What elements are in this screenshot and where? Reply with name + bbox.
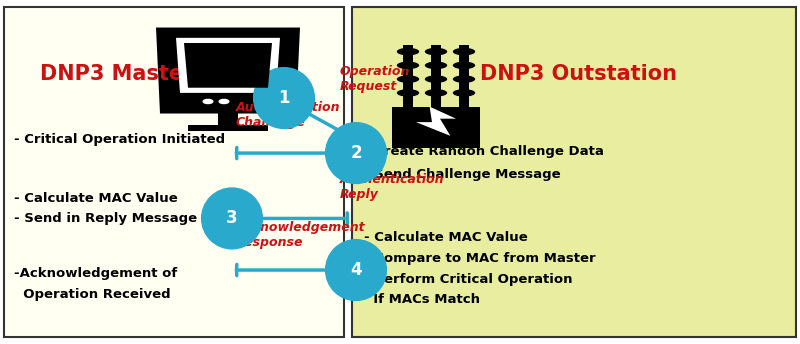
Ellipse shape <box>397 62 419 69</box>
Text: - Perform Critical Operation: - Perform Critical Operation <box>364 272 573 286</box>
Text: Authentication
Challenge: Authentication Challenge <box>236 101 341 129</box>
Text: Operation
Request: Operation Request <box>340 65 410 93</box>
Bar <box>218 112 238 127</box>
Ellipse shape <box>453 48 475 55</box>
Ellipse shape <box>397 89 419 97</box>
Text: - Compare to MAC from Master: - Compare to MAC from Master <box>364 252 596 265</box>
Circle shape <box>203 99 213 104</box>
Ellipse shape <box>425 89 447 97</box>
Ellipse shape <box>326 123 386 183</box>
Bar <box>352 7 796 337</box>
Text: 1: 1 <box>278 89 290 107</box>
Circle shape <box>219 99 229 104</box>
Ellipse shape <box>453 62 475 69</box>
Text: 2: 2 <box>350 144 362 162</box>
Text: If MACs Match: If MACs Match <box>364 293 480 306</box>
Text: 4: 4 <box>350 261 362 279</box>
Bar <box>431 45 441 107</box>
Bar <box>459 45 469 107</box>
Text: - Calculate MAC Value: - Calculate MAC Value <box>14 192 178 205</box>
Polygon shape <box>416 107 456 136</box>
Bar <box>4 7 344 337</box>
Ellipse shape <box>425 48 447 55</box>
Polygon shape <box>184 43 272 88</box>
Text: - Send Challenge Message: - Send Challenge Message <box>364 168 561 181</box>
Text: 3: 3 <box>226 209 238 227</box>
Text: -Acknowledgement of: -Acknowledgement of <box>14 267 178 280</box>
Ellipse shape <box>326 240 386 300</box>
Ellipse shape <box>397 48 419 55</box>
Text: Authentication
Reply: Authentication Reply <box>340 173 445 201</box>
Ellipse shape <box>202 188 262 249</box>
Ellipse shape <box>425 75 447 83</box>
Text: DNP3 Outstation: DNP3 Outstation <box>480 64 677 84</box>
Text: DNP3 Master: DNP3 Master <box>40 64 194 84</box>
Text: Operation Received: Operation Received <box>14 288 171 301</box>
Text: - Create Randon Challenge Data: - Create Randon Challenge Data <box>364 145 604 158</box>
Ellipse shape <box>254 68 314 128</box>
Text: - Calculate MAC Value: - Calculate MAC Value <box>364 231 528 244</box>
Bar <box>188 125 268 131</box>
Bar <box>392 107 480 148</box>
Text: Acknowledgement
Response: Acknowledgement Response <box>236 222 366 249</box>
Polygon shape <box>176 38 280 93</box>
Ellipse shape <box>425 62 447 69</box>
Bar <box>403 45 413 107</box>
Ellipse shape <box>453 89 475 97</box>
Text: - Send in Reply Message: - Send in Reply Message <box>14 212 198 225</box>
Ellipse shape <box>453 75 475 83</box>
Ellipse shape <box>397 75 419 83</box>
Polygon shape <box>156 28 300 114</box>
Text: - Critical Operation Initiated: - Critical Operation Initiated <box>14 133 226 146</box>
